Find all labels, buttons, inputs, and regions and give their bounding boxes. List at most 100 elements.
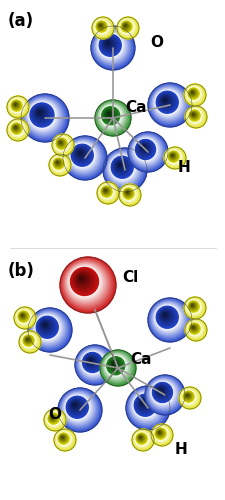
Circle shape <box>44 410 65 430</box>
Circle shape <box>55 160 60 166</box>
Circle shape <box>97 32 124 60</box>
Circle shape <box>30 310 68 348</box>
Circle shape <box>30 103 54 127</box>
Circle shape <box>158 389 161 392</box>
Circle shape <box>54 159 63 168</box>
Circle shape <box>31 104 52 126</box>
Circle shape <box>43 324 46 326</box>
Circle shape <box>59 434 66 442</box>
Circle shape <box>63 136 106 180</box>
Circle shape <box>44 409 66 431</box>
Circle shape <box>17 310 32 324</box>
Circle shape <box>184 106 206 128</box>
Circle shape <box>14 102 18 107</box>
Circle shape <box>170 154 174 158</box>
Circle shape <box>99 184 115 200</box>
Circle shape <box>155 429 164 438</box>
Circle shape <box>133 394 157 417</box>
Circle shape <box>187 322 202 337</box>
Circle shape <box>96 32 126 61</box>
Circle shape <box>15 127 16 128</box>
Circle shape <box>23 336 33 345</box>
Circle shape <box>49 154 70 176</box>
Circle shape <box>186 108 203 126</box>
Circle shape <box>132 429 153 450</box>
Circle shape <box>153 384 170 400</box>
Circle shape <box>68 398 85 415</box>
Circle shape <box>104 354 129 379</box>
Circle shape <box>132 392 158 419</box>
Circle shape <box>97 23 104 30</box>
Circle shape <box>101 187 110 196</box>
Circle shape <box>59 435 66 442</box>
Circle shape <box>50 155 69 174</box>
Circle shape <box>184 298 203 317</box>
Circle shape <box>159 310 172 323</box>
Circle shape <box>76 347 111 382</box>
Circle shape <box>13 125 19 130</box>
Circle shape <box>184 106 206 128</box>
Circle shape <box>121 22 131 32</box>
Circle shape <box>189 324 199 334</box>
Circle shape <box>73 270 93 290</box>
Circle shape <box>184 320 205 340</box>
Circle shape <box>80 277 82 280</box>
Circle shape <box>73 146 89 162</box>
Circle shape <box>65 395 90 420</box>
Circle shape <box>148 378 179 410</box>
Circle shape <box>156 430 163 437</box>
Circle shape <box>165 148 183 166</box>
Circle shape <box>56 138 66 149</box>
Circle shape <box>122 188 134 200</box>
Circle shape <box>133 431 150 448</box>
Circle shape <box>190 304 193 307</box>
Circle shape <box>70 144 94 168</box>
Circle shape <box>100 186 113 198</box>
Circle shape <box>44 324 45 325</box>
Circle shape <box>142 402 143 403</box>
Circle shape <box>58 140 64 146</box>
Circle shape <box>70 143 95 169</box>
Circle shape <box>98 23 103 28</box>
Circle shape <box>14 103 17 106</box>
Circle shape <box>26 338 29 340</box>
Circle shape <box>149 84 188 124</box>
Circle shape <box>186 108 203 125</box>
Circle shape <box>79 349 108 378</box>
Circle shape <box>56 432 72 447</box>
Circle shape <box>103 188 108 193</box>
Circle shape <box>92 18 112 38</box>
Circle shape <box>11 100 22 112</box>
Circle shape <box>96 22 106 32</box>
Circle shape <box>122 187 135 201</box>
Circle shape <box>19 312 28 321</box>
Circle shape <box>187 110 201 122</box>
Circle shape <box>97 182 119 204</box>
Circle shape <box>12 124 21 132</box>
Circle shape <box>127 387 167 428</box>
Circle shape <box>20 332 38 350</box>
Circle shape <box>53 135 72 154</box>
Circle shape <box>51 416 54 419</box>
Circle shape <box>108 113 109 114</box>
Circle shape <box>191 326 194 329</box>
Circle shape <box>56 162 58 164</box>
Circle shape <box>134 432 150 447</box>
Circle shape <box>66 396 87 417</box>
Circle shape <box>136 434 145 443</box>
Circle shape <box>56 162 58 163</box>
Circle shape <box>10 122 23 135</box>
Circle shape <box>124 190 130 196</box>
Circle shape <box>186 321 203 338</box>
Circle shape <box>159 310 171 322</box>
Circle shape <box>183 84 205 106</box>
Circle shape <box>184 298 204 318</box>
Circle shape <box>84 354 99 370</box>
Circle shape <box>128 132 167 172</box>
Circle shape <box>187 88 198 99</box>
Circle shape <box>11 124 21 134</box>
Circle shape <box>102 188 109 194</box>
Circle shape <box>28 101 58 130</box>
Circle shape <box>77 150 83 156</box>
Circle shape <box>107 113 109 114</box>
